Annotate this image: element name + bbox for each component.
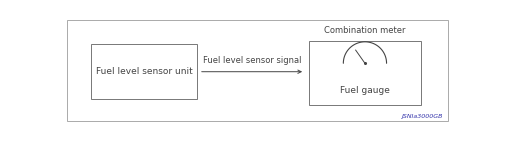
Text: Fuel gauge: Fuel gauge [340, 86, 390, 95]
Text: JSNIa3000GB: JSNIa3000GB [401, 114, 443, 119]
Text: Fuel level sensor unit: Fuel level sensor unit [95, 67, 192, 76]
Text: Combination meter: Combination meter [324, 26, 406, 35]
Bar [91, 44, 197, 99]
Text: Fuel level sensor signal: Fuel level sensor signal [203, 56, 301, 65]
Bar [309, 41, 421, 105]
